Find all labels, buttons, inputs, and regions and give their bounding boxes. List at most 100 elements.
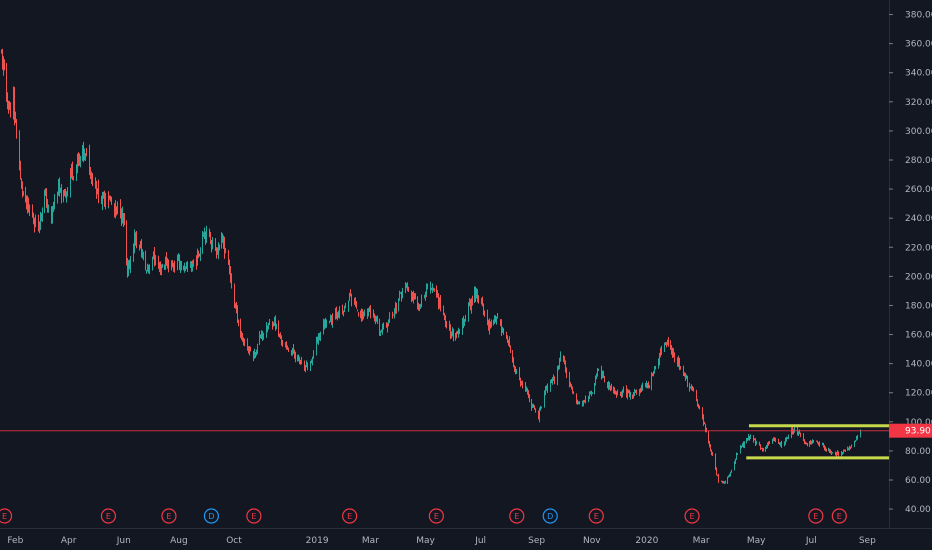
candle-body <box>168 264 169 268</box>
candle-body <box>123 213 124 221</box>
candle-body <box>343 312 344 314</box>
time-tick-label: Aug <box>170 536 188 546</box>
candle-body <box>766 446 767 449</box>
candle-body <box>488 322 489 331</box>
candles <box>1 48 861 484</box>
earnings-marker[interactable]: E <box>100 508 117 524</box>
candle-body <box>538 415 539 419</box>
candle-body <box>345 306 346 308</box>
candle-body <box>775 439 776 442</box>
candle-body <box>205 233 206 239</box>
candle-body <box>463 320 464 324</box>
candle-body <box>464 321 465 324</box>
candle-body <box>274 320 275 324</box>
time-tick-label: Oct <box>226 536 242 546</box>
dividend-marker[interactable]: D <box>542 508 558 524</box>
candle-body <box>685 375 686 378</box>
dividend-marker[interactable]: D <box>203 508 220 524</box>
candle-body <box>540 406 541 411</box>
candle-body <box>826 450 827 452</box>
candle-body <box>120 205 121 216</box>
candle-body <box>778 439 779 443</box>
candle-body <box>539 410 540 420</box>
candle-body <box>224 242 225 254</box>
candle-body <box>630 394 631 397</box>
candle-body <box>588 399 589 402</box>
candle-body <box>83 147 84 157</box>
candle-body <box>161 267 162 271</box>
candle-body <box>34 224 35 227</box>
candle-body <box>149 267 150 270</box>
candle-body <box>691 386 692 389</box>
candle-body <box>102 193 103 205</box>
candle-body <box>35 217 36 225</box>
earnings-marker[interactable]: E <box>428 508 444 524</box>
candle-body <box>697 404 698 406</box>
candle-body <box>326 324 327 327</box>
candle-body <box>197 253 198 266</box>
event-marker-label: E <box>813 512 818 521</box>
candle-body <box>477 293 478 300</box>
candle-body <box>348 301 349 308</box>
candle-body <box>200 247 201 258</box>
candle-body <box>399 292 400 300</box>
earnings-marker[interactable]: E <box>684 508 700 524</box>
earnings-marker[interactable]: E <box>831 508 847 524</box>
candle-body <box>158 259 159 268</box>
support-resistance-lines[interactable] <box>746 424 889 460</box>
candle-body <box>623 389 624 391</box>
candle-body <box>828 449 829 452</box>
candle-body <box>46 191 47 207</box>
candle-body <box>546 386 547 391</box>
price-axis[interactable]: 40.00 60.00 80.00 100.00 120.00 140.00 160.00 1… <box>889 0 932 528</box>
candle-body <box>273 323 274 327</box>
time-tick-label: Nov <box>583 536 601 546</box>
candle-body <box>469 301 470 306</box>
candle-body <box>563 355 564 359</box>
candle-body <box>490 322 491 326</box>
candle-body <box>620 392 621 396</box>
earnings-marker[interactable]: E <box>588 508 604 524</box>
candle-body <box>95 180 96 187</box>
candle-body <box>553 377 554 379</box>
candle-body <box>215 239 216 250</box>
candle-body <box>183 266 184 268</box>
candle-body <box>136 237 137 247</box>
candle-body <box>313 350 314 352</box>
candle-body <box>354 300 355 303</box>
candle-body <box>198 253 199 258</box>
current-price-label: 93.90 <box>889 423 932 438</box>
candle-body <box>380 330 381 333</box>
candle-body <box>330 316 331 322</box>
candle-body <box>535 408 536 412</box>
candle-body <box>16 120 17 136</box>
earnings-marker[interactable]: E <box>246 508 262 524</box>
earnings-marker[interactable]: E <box>808 508 824 524</box>
candle-body <box>142 254 143 256</box>
candle-body <box>82 145 83 155</box>
candle-body <box>405 285 406 292</box>
time-axis[interactable]: Feb Apr Jun Aug Oct 2019 Mar May Jul Sep Nov 2020 Ma… <box>0 528 932 547</box>
event-marker-circle <box>509 508 525 524</box>
candle-body <box>573 392 574 394</box>
candle-body <box>80 157 81 160</box>
earnings-marker[interactable]: E <box>509 508 525 524</box>
earnings-marker[interactable]: E <box>0 508 13 524</box>
candle-body <box>225 252 226 254</box>
candle-body <box>153 251 154 259</box>
price-tick-label: 380.00 <box>905 11 932 21</box>
candle-body <box>85 153 86 155</box>
earnings-marker[interactable]: E <box>161 508 177 524</box>
candle-body <box>452 330 453 335</box>
candle-body <box>48 206 49 208</box>
earnings-marker[interactable]: E <box>342 508 358 524</box>
event-marker-circle <box>100 508 117 524</box>
candle-body <box>108 198 109 201</box>
candle-body <box>788 436 789 440</box>
candle-body <box>147 269 148 272</box>
candle-body <box>6 65 7 95</box>
candle-body <box>363 312 364 318</box>
candle-body <box>521 381 522 384</box>
